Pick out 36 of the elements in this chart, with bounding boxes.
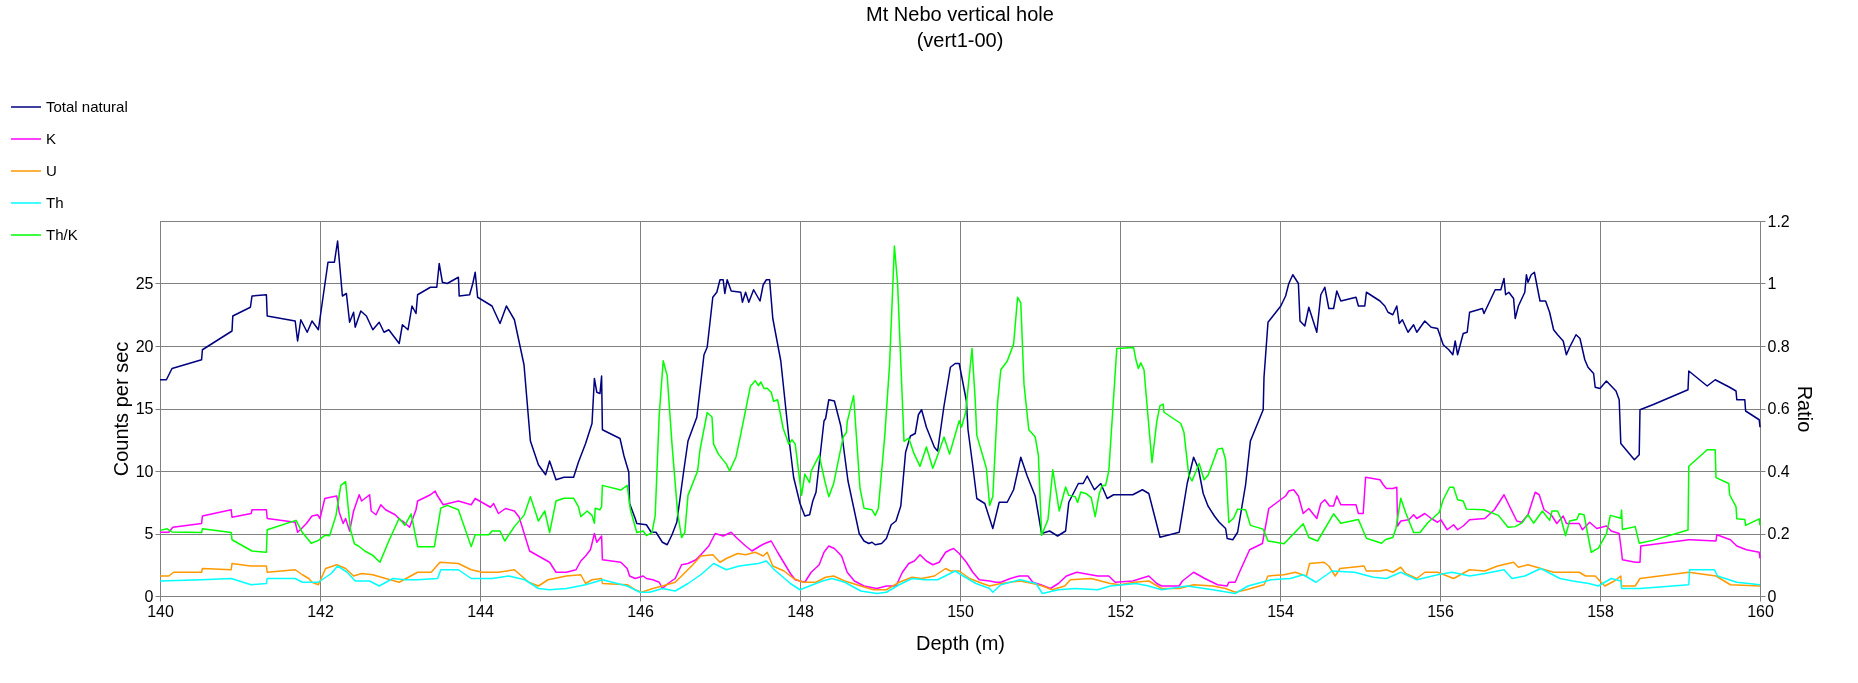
y2-axis-title: Ratio: [1793, 385, 1816, 433]
legend-label: Th: [46, 194, 64, 211]
legend-label: U: [46, 162, 57, 179]
x-tick-label: 150: [947, 602, 974, 620]
y2-tick-label: 0: [1767, 587, 1777, 605]
y2-tick-label: 1: [1767, 275, 1777, 292]
x-tick-label: 160: [1747, 602, 1774, 620]
line-series: [159, 560, 1761, 595]
x-tick-label: 140: [147, 602, 174, 620]
y2-tick-label: 0.2: [1767, 525, 1790, 542]
y-tick-label: 5: [144, 525, 154, 542]
y-tick-label: 25: [135, 275, 154, 292]
x-tick-label: 154: [1267, 602, 1294, 620]
x-tick-label: 142: [307, 602, 334, 620]
x-tick-label: 152: [1107, 602, 1134, 620]
legend-label: Th/K: [46, 226, 78, 243]
y-tick-label: 0: [144, 587, 154, 605]
x-tick-label: 158: [1587, 602, 1614, 620]
y2-tick-label: 0.4: [1767, 462, 1790, 480]
y-tick-label: 10: [135, 462, 154, 480]
y-axis-title: Counts per sec: [109, 341, 132, 477]
chart-title: Mt Nebo vertical hole: [866, 3, 1054, 25]
chart-subtitle: (vert1-00): [916, 29, 1004, 51]
x-tick-label: 156: [1427, 602, 1454, 620]
y2-tick-label: 0.6: [1767, 400, 1790, 417]
y-tick-label: 15: [135, 400, 154, 417]
x-tick-label: 148: [787, 602, 814, 620]
y-tick-label: 20: [135, 337, 154, 355]
y2-tick-label: 1.2: [1767, 212, 1790, 230]
x-axis-title: Depth (m): [916, 631, 1005, 654]
x-tick-label: 144: [467, 602, 494, 620]
y2-tick-label: 0.8: [1767, 337, 1790, 355]
line-series: [159, 551, 1761, 593]
x-tick-label: 146: [627, 602, 654, 620]
legend-label: Total natural: [46, 98, 128, 115]
legend-label: K: [46, 130, 57, 147]
